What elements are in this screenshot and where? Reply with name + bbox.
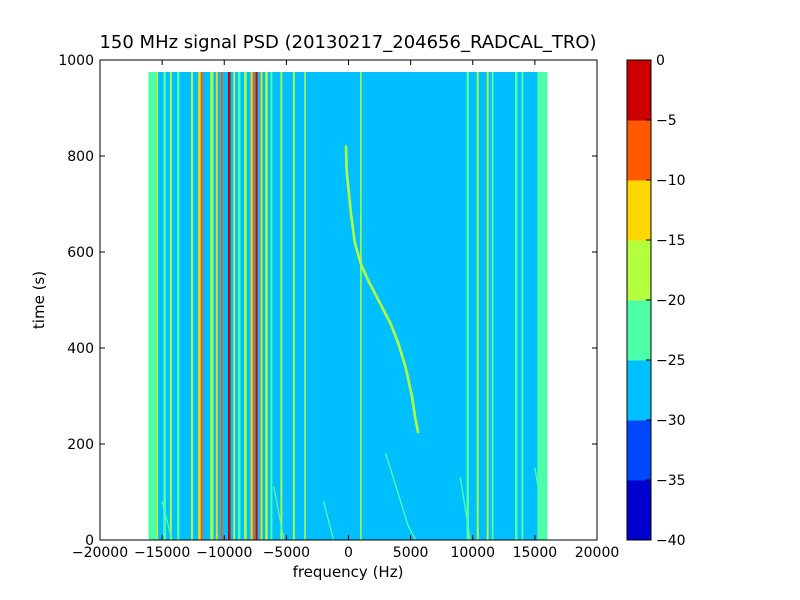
steady-line (215, 72, 218, 540)
steady-line (514, 72, 518, 540)
steady-line (200, 72, 203, 540)
colorbar-tick-label: −10 (656, 173, 686, 189)
steady-line (250, 72, 253, 540)
colorbar-swatch (627, 120, 651, 181)
y-ticks: 0 200 400 600 800 1000 (58, 53, 597, 549)
colorbar-tick-label: −15 (656, 233, 686, 249)
x-tick-label: 20000 (575, 545, 620, 561)
steady-line (292, 72, 295, 540)
faint-trace (385, 452, 417, 540)
steady-line (191, 72, 193, 540)
steady-line (521, 72, 524, 540)
colorbar: 0 −5 −10 −15 −20 −25 −30 −35 −40 (626, 53, 686, 549)
colorbar-tick-label: −30 (656, 413, 686, 429)
steady-line (233, 72, 236, 540)
colorbar-swatch (627, 240, 651, 301)
plot-area: −20000 −15000 −10000 −5000 0 5000 10000 15000 20… (58, 53, 619, 561)
x-tick-label: 10000 (450, 545, 495, 561)
heatmap-band-right (537, 72, 548, 540)
heatmap-band-left (149, 72, 156, 540)
colorbar-tick-label: −25 (656, 353, 686, 369)
y-tick-label: 600 (67, 245, 94, 261)
steady-line (304, 72, 306, 540)
steady-line (198, 72, 201, 540)
colorbar-tick-label: −5 (656, 113, 677, 129)
colorbar-ticks: 0 −5 −10 −15 −20 −25 −30 −35 −40 (646, 53, 686, 549)
heatmap-layer (148, 72, 548, 540)
faint-trace (273, 486, 285, 540)
steady-line (227, 72, 231, 540)
steady-line (253, 72, 256, 540)
x-tick-label: −20000 (72, 545, 128, 561)
steady-line (260, 72, 263, 540)
y-tick-label: 800 (67, 149, 94, 165)
colorbar-tick-label: 0 (656, 53, 665, 69)
x-tick-label: −10000 (196, 545, 252, 561)
steady-line (280, 72, 283, 540)
steady-line (360, 72, 362, 540)
colorbar-swatch (627, 180, 651, 241)
colorbar-swatches (627, 60, 651, 541)
colorbar-swatch (627, 300, 651, 361)
steady-line (244, 72, 247, 540)
colorbar-tick-label: −20 (656, 293, 686, 309)
steady-line (169, 72, 172, 540)
y-tick-label: 400 (67, 341, 94, 357)
faint-trace (323, 500, 335, 540)
x-tick-label: −5000 (263, 545, 310, 561)
steady-line (177, 72, 180, 540)
steady-line (466, 72, 470, 540)
steady-line (486, 72, 489, 540)
colorbar-swatch (627, 60, 651, 121)
colorbar-swatch (627, 420, 651, 481)
steady-line (220, 72, 223, 540)
x-axis-label: frequency (Hz) (293, 563, 404, 581)
steady-line (237, 72, 241, 540)
y-axis-label: time (s) (30, 271, 48, 329)
steady-line (156, 72, 159, 540)
doppler-trace (344, 145, 420, 434)
x-tick-label: 15000 (513, 545, 558, 561)
steady-line (255, 72, 258, 540)
faint-trace (161, 500, 173, 540)
x-tick-label: 0 (344, 545, 353, 561)
steady-line (210, 72, 214, 540)
colorbar-tick-label: −40 (656, 533, 686, 549)
colorbar-swatch (627, 360, 651, 421)
y-tick-label: 200 (67, 437, 94, 453)
x-tick-label: −15000 (134, 545, 190, 561)
faint-trace (534, 467, 546, 527)
y-tick-label: 0 (85, 533, 94, 549)
steady-line (163, 72, 166, 540)
x-tick-label: 5000 (393, 545, 429, 561)
steady-line (265, 72, 268, 540)
colorbar-tick-label: −35 (656, 473, 686, 489)
colorbar-swatch (627, 480, 651, 541)
steady-line (270, 72, 273, 540)
steady-line (148, 72, 151, 540)
y-tick-label: 1000 (58, 53, 94, 69)
steady-line (491, 72, 494, 540)
chart-title: 150 MHz signal PSD (20130217_204656_RADC… (99, 32, 596, 53)
x-ticks: −20000 −15000 −10000 −5000 0 5000 10000 15000 20… (72, 60, 619, 561)
faint-trace (459, 476, 471, 540)
steady-line (476, 72, 479, 540)
